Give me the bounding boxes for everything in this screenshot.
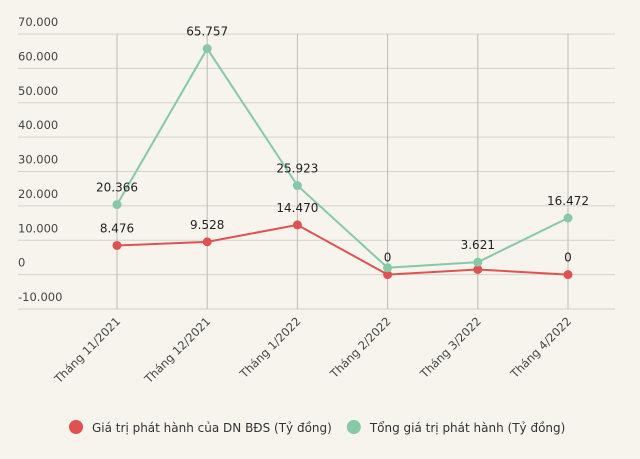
data-point	[473, 264, 483, 274]
data-label: 25.923	[276, 162, 318, 176]
legend-label: Giá trị phát hành của DN BĐS (Tỷ đồng)	[92, 421, 332, 435]
y-tick-label: 20.000	[18, 187, 58, 201]
data-label: 0	[564, 251, 572, 265]
x-tick-label: Tháng 3/2022	[417, 314, 484, 381]
x-tick-label: Tháng 2/2022	[327, 314, 394, 381]
x-tick-label: Tháng 4/2022	[507, 314, 574, 381]
data-label: 3.621	[461, 238, 495, 252]
y-tick-label: 30.000	[18, 153, 58, 167]
y-tick-label: 60.000	[18, 49, 58, 63]
y-tick-label: 10.000	[18, 221, 58, 235]
data-point	[292, 181, 302, 191]
x-tick-label: Tháng 1/2022	[236, 314, 303, 381]
data-point	[112, 200, 122, 210]
legend-marker	[346, 420, 361, 434]
legend-marker	[69, 420, 83, 434]
data-point	[112, 240, 122, 250]
data-point	[292, 220, 302, 230]
data-label: 16.472	[547, 194, 589, 208]
y-tick-label: -10.000	[18, 290, 62, 304]
y-tick-label: 50.000	[18, 84, 58, 98]
y-tick-label: 40.000	[18, 118, 58, 132]
series-line	[116, 223, 569, 276]
data-point	[563, 270, 573, 280]
data-label: 8.476	[100, 221, 134, 235]
data-point	[473, 257, 483, 267]
x-tick-label: Tháng 11/2021	[51, 314, 123, 386]
data-point	[383, 263, 393, 273]
data-point	[202, 237, 212, 247]
series-line	[116, 46, 569, 269]
x-tick-label: Tháng 12/2021	[141, 314, 213, 386]
data-point	[563, 213, 573, 223]
y-tick-label: 70.000	[18, 15, 58, 29]
legend-label: Tổng giá trị phát hành (Tỷ đồng)	[369, 421, 566, 435]
data-point	[202, 44, 212, 54]
data-label: 9.528	[190, 218, 224, 232]
data-point	[383, 270, 393, 280]
data-label: 65.757	[186, 25, 228, 39]
data-label: 20.366	[96, 181, 138, 195]
data-label: 0	[384, 251, 392, 265]
y-tick-label: 0	[18, 256, 25, 270]
data-label: 14.470	[276, 201, 318, 215]
